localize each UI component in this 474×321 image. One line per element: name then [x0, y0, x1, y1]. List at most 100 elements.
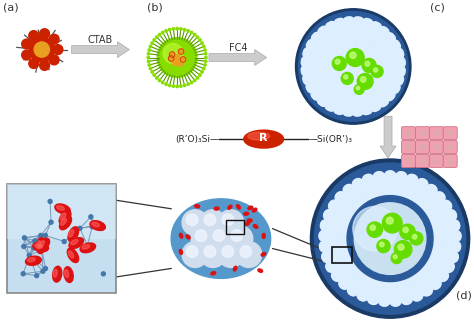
Circle shape — [330, 245, 340, 255]
Circle shape — [375, 181, 385, 191]
Circle shape — [440, 263, 450, 273]
Circle shape — [330, 28, 339, 36]
Circle shape — [346, 195, 356, 205]
Circle shape — [365, 184, 375, 194]
Ellipse shape — [37, 238, 50, 252]
Circle shape — [355, 62, 363, 71]
Circle shape — [191, 226, 217, 252]
Circle shape — [354, 84, 364, 94]
Circle shape — [227, 226, 253, 252]
Circle shape — [186, 214, 198, 226]
Circle shape — [412, 212, 422, 222]
Circle shape — [344, 188, 354, 198]
Circle shape — [364, 178, 374, 187]
Circle shape — [364, 283, 374, 293]
Circle shape — [365, 64, 374, 72]
Circle shape — [201, 42, 203, 44]
Circle shape — [354, 278, 364, 288]
Circle shape — [381, 189, 391, 199]
Circle shape — [310, 159, 470, 318]
Circle shape — [347, 195, 433, 282]
Circle shape — [373, 286, 383, 296]
Circle shape — [369, 101, 378, 109]
Circle shape — [305, 49, 314, 58]
Circle shape — [340, 279, 350, 289]
FancyBboxPatch shape — [443, 141, 457, 153]
Circle shape — [411, 291, 421, 301]
FancyBboxPatch shape — [401, 141, 415, 153]
Circle shape — [169, 52, 175, 57]
Circle shape — [325, 251, 335, 261]
Circle shape — [388, 73, 397, 82]
Circle shape — [386, 91, 395, 99]
Circle shape — [330, 224, 340, 234]
Circle shape — [193, 79, 196, 82]
Circle shape — [391, 40, 399, 48]
Circle shape — [172, 28, 174, 30]
Circle shape — [329, 261, 339, 271]
Circle shape — [385, 200, 395, 210]
Circle shape — [349, 262, 359, 272]
Circle shape — [323, 241, 333, 251]
Circle shape — [360, 25, 368, 33]
Text: —Si(OR’)₃: —Si(OR’)₃ — [309, 134, 353, 143]
Circle shape — [441, 235, 451, 245]
Circle shape — [362, 208, 372, 218]
Circle shape — [407, 174, 417, 184]
Circle shape — [418, 221, 428, 231]
Circle shape — [191, 31, 193, 34]
Circle shape — [180, 57, 186, 62]
Circle shape — [339, 31, 347, 40]
Circle shape — [385, 92, 393, 100]
Circle shape — [378, 278, 388, 288]
Circle shape — [333, 61, 342, 69]
Circle shape — [413, 180, 423, 190]
Circle shape — [346, 48, 354, 56]
Circle shape — [338, 40, 346, 49]
Circle shape — [408, 259, 418, 269]
Circle shape — [347, 38, 356, 47]
Circle shape — [352, 247, 362, 256]
Ellipse shape — [244, 212, 249, 215]
Circle shape — [402, 176, 412, 187]
Circle shape — [314, 35, 322, 43]
Circle shape — [358, 291, 368, 301]
Circle shape — [441, 206, 451, 216]
Circle shape — [44, 266, 47, 271]
Circle shape — [432, 263, 442, 273]
Circle shape — [40, 29, 49, 39]
Circle shape — [387, 39, 396, 47]
Circle shape — [406, 144, 411, 150]
Circle shape — [448, 237, 458, 247]
Circle shape — [385, 227, 395, 237]
Circle shape — [325, 94, 334, 102]
Circle shape — [358, 256, 368, 265]
Circle shape — [426, 256, 436, 266]
Circle shape — [448, 159, 453, 163]
Circle shape — [438, 202, 448, 212]
Circle shape — [370, 103, 379, 111]
Circle shape — [383, 57, 391, 65]
Circle shape — [435, 193, 445, 203]
Circle shape — [308, 39, 316, 48]
Circle shape — [315, 65, 323, 73]
Circle shape — [324, 65, 332, 74]
Ellipse shape — [71, 239, 78, 245]
Circle shape — [423, 186, 433, 196]
Circle shape — [362, 282, 372, 292]
Circle shape — [365, 91, 374, 99]
Circle shape — [311, 86, 319, 94]
Circle shape — [399, 265, 409, 274]
Circle shape — [371, 217, 381, 227]
Circle shape — [324, 220, 334, 230]
Circle shape — [374, 172, 384, 182]
Circle shape — [204, 246, 216, 257]
Circle shape — [325, 71, 333, 79]
Circle shape — [357, 270, 367, 280]
Circle shape — [415, 279, 425, 289]
Circle shape — [382, 213, 392, 223]
Circle shape — [343, 253, 353, 263]
Circle shape — [317, 38, 326, 46]
Circle shape — [351, 67, 359, 75]
Circle shape — [394, 48, 403, 57]
